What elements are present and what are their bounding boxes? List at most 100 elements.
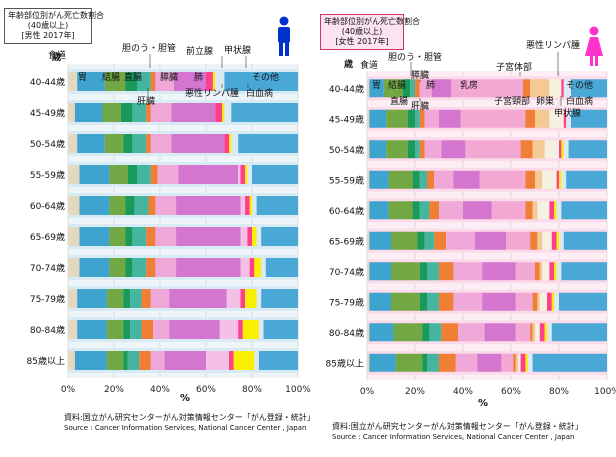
bar-segment: [369, 79, 384, 98]
bar-segment: [422, 353, 427, 372]
bar-segment: [252, 165, 298, 184]
bar-segment: [427, 353, 439, 372]
series-annotation: 白血病: [566, 95, 593, 107]
bar-segment: [141, 320, 154, 339]
bar-segment: [453, 292, 483, 311]
bar-segment: [369, 262, 391, 281]
bar-segment: [412, 170, 420, 189]
bar-segment: [393, 323, 423, 342]
bar-segment: [132, 227, 147, 246]
bar-segment: [535, 262, 540, 281]
bar-segment: [451, 79, 523, 98]
x-tick-label: 80%: [549, 387, 569, 397]
bar-segment: [68, 320, 78, 339]
bar-segment: [123, 134, 133, 153]
bar-segment: [513, 353, 516, 372]
bar-segment: [554, 292, 559, 311]
bar-segment: [146, 227, 156, 246]
bar-segment: [176, 227, 241, 246]
bar-segment: [535, 109, 550, 128]
y-axis-label: 歳: [51, 51, 61, 63]
series-annotation: 肺: [194, 72, 203, 83]
x-tick-label: 40%: [453, 387, 473, 397]
chart-title: 年齢部位別がん死亡数割合 (40歳以上) [男性 2017年]: [4, 8, 104, 44]
bar-segment: [240, 289, 246, 308]
x-tick-label: 80%: [242, 385, 262, 395]
bar-segment: [525, 353, 528, 372]
bar-segment: [429, 323, 442, 342]
bar-segment: [231, 103, 298, 122]
bar-segment: [547, 323, 552, 342]
bar-segment: [125, 196, 135, 215]
bar-segment: [544, 323, 547, 342]
bar-segment: [130, 289, 142, 308]
bar-segment: [77, 320, 108, 339]
bar-segment: [563, 109, 567, 128]
bar-segment: [127, 351, 140, 370]
x-tick-label: 40%: [150, 385, 170, 395]
male-chart-svg: 0% 20% 40% 60% 80% 100% 歳 40-44歳 45-49歳 50-54歳 55-…: [27, 16, 311, 395]
bar-segment: [419, 109, 425, 128]
bar-segment: [68, 196, 80, 215]
series-annotation: 結腸: [388, 79, 406, 91]
bar-segment: [455, 353, 478, 372]
bar-segment: [532, 201, 538, 220]
bar-segment: [68, 289, 78, 308]
bar-segment: [559, 170, 562, 189]
bar-segment: [453, 170, 480, 189]
bar-segment: [157, 165, 179, 184]
bar-segment: [164, 351, 206, 370]
y-axis-label: 歳: [343, 58, 353, 70]
bar-segment: [178, 165, 239, 184]
bar-segment: [518, 353, 521, 372]
series-annotation: 直腸: [124, 71, 142, 83]
bar-segment: [79, 165, 110, 184]
bar-segment: [367, 109, 370, 128]
series-annotation: その他: [252, 71, 279, 83]
bar-segment: [477, 353, 502, 372]
series-annotation: 食道: [360, 59, 378, 71]
bar-segment: [150, 134, 172, 153]
bar-segment: [419, 201, 430, 220]
bar-segment: [539, 292, 547, 311]
x-tick-label: 20%: [405, 387, 425, 397]
bar-segment: [419, 79, 432, 98]
bar-segment: [77, 134, 105, 153]
bar-segment: [369, 353, 396, 372]
category-label: 65-69歳: [30, 231, 65, 243]
bar-segment: [169, 320, 220, 339]
bar-segment: [388, 201, 413, 220]
bar-segment: [247, 227, 252, 246]
bar-segment: [424, 231, 435, 250]
bar-segment: [561, 201, 607, 220]
bar-segment: [501, 353, 514, 372]
series-annotation: 悪性リンパ腫: [526, 39, 580, 51]
bar-segment: [369, 201, 389, 220]
bar-segment: [224, 72, 298, 91]
bar-segment: [475, 231, 507, 250]
bar-segment: [427, 262, 439, 281]
bar-segment: [155, 258, 177, 277]
bar-segment: [561, 170, 567, 189]
bar-segment: [367, 353, 370, 372]
bar-segment: [79, 227, 110, 246]
bar-segment: [254, 258, 262, 277]
bar-segment: [530, 323, 533, 342]
category-label: 85歳以上: [326, 357, 364, 369]
male-icon: [278, 16, 290, 56]
bar-segment: [561, 79, 564, 98]
series-annotation: 胃: [372, 80, 381, 91]
bar-segment: [146, 134, 151, 153]
x-axis-label: %: [478, 398, 489, 409]
bar-segment: [566, 109, 571, 128]
series-annotation: 膵臓: [160, 72, 178, 83]
bar-segment: [79, 196, 110, 215]
bar-segment: [123, 351, 128, 370]
bar-segment: [68, 103, 75, 122]
bar-segment: [427, 170, 435, 189]
bar-segment: [369, 170, 389, 189]
bar-segment: [245, 165, 248, 184]
bar-segment: [415, 140, 420, 159]
bar-segment: [419, 170, 427, 189]
bar-segment: [176, 258, 241, 277]
